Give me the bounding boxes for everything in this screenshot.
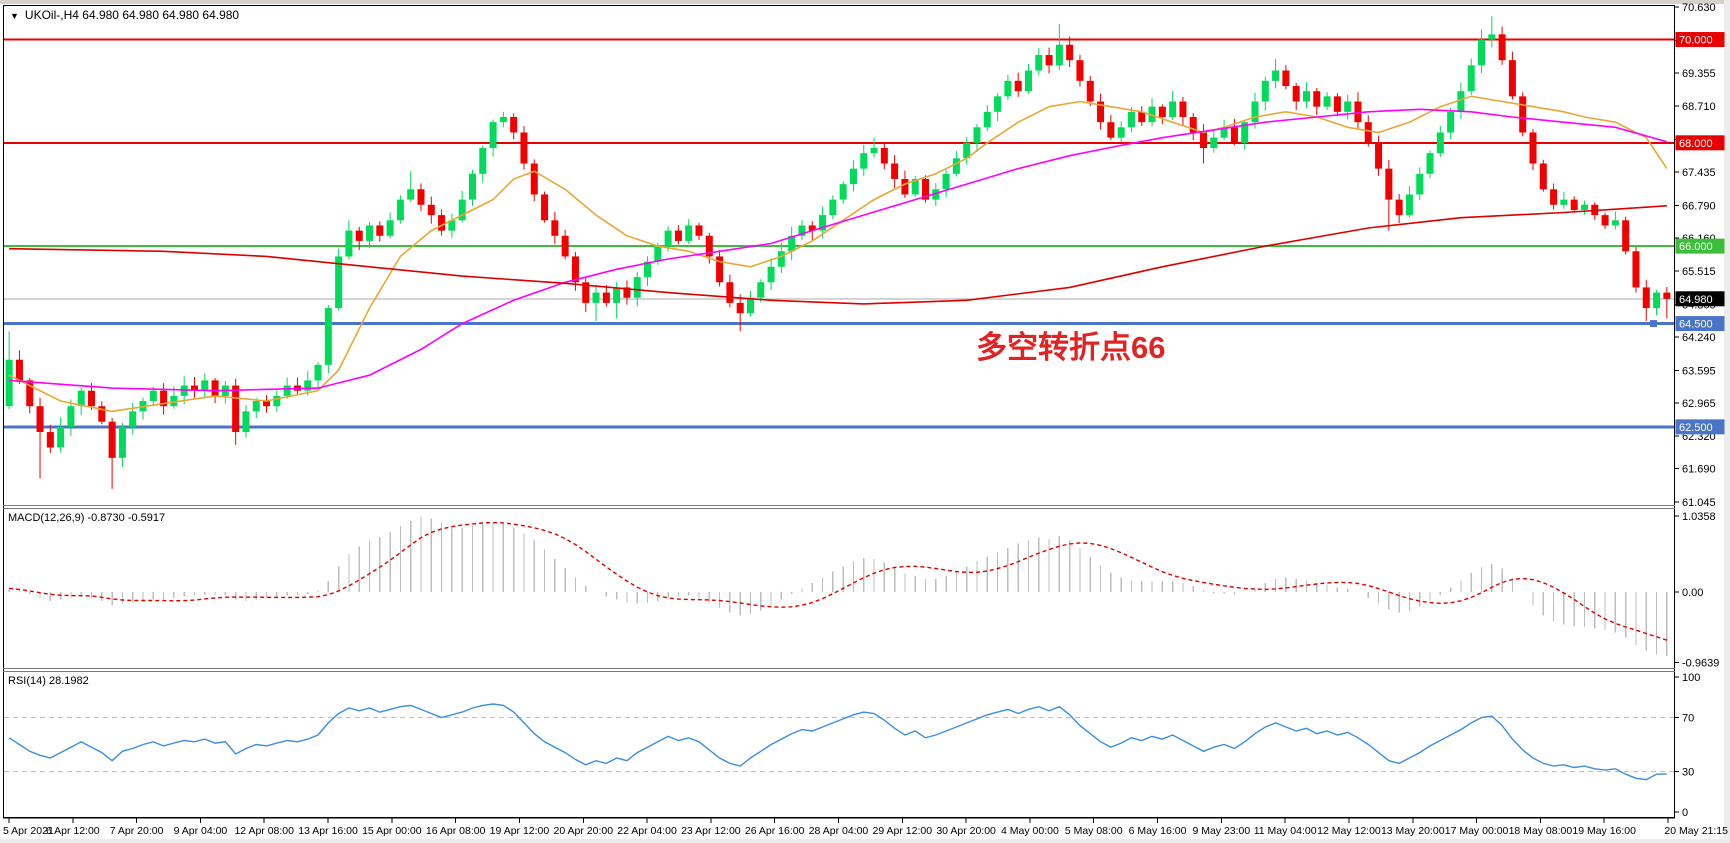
- svg-text:12 May 12:00: 12 May 12:00: [1317, 825, 1381, 837]
- svg-text:17 May 00:00: 17 May 00:00: [1445, 825, 1509, 837]
- price-label-64.500: 64.500: [1675, 316, 1725, 332]
- svg-text:30 Apr 20:00: 30 Apr 20:00: [936, 825, 996, 837]
- svg-text:9 Apr 04:00: 9 Apr 04:00: [174, 825, 228, 837]
- svg-text:66.790: 66.790: [1682, 200, 1716, 212]
- svg-text:68.710: 68.710: [1682, 101, 1716, 113]
- svg-text:26 Apr 16:00: 26 Apr 16:00: [745, 825, 805, 837]
- svg-text:4 May 00:00: 4 May 00:00: [1001, 825, 1059, 837]
- rsi-layer[interactable]: 100 70 30 0: [4, 672, 1700, 819]
- macd-layer[interactable]: 1.0358 0.00 -0.9639: [8, 511, 1719, 670]
- hline-layer: [4, 38, 1674, 429]
- price-label-70.000: 70.000: [1675, 32, 1725, 48]
- svg-text:22 Apr 04:00: 22 Apr 04:00: [617, 825, 677, 837]
- rsi-pane-title: RSI(14) 28.1982: [8, 675, 89, 687]
- svg-text:20 Apr 20:00: 20 Apr 20:00: [553, 825, 613, 837]
- price-axis[interactable]: 70.63069.98569.35568.71068.06567.43566.7…: [1674, 2, 1725, 509]
- svg-text:29 Apr 12:00: 29 Apr 12:00: [873, 825, 933, 837]
- svg-text:12 Apr 08:00: 12 Apr 08:00: [234, 825, 294, 837]
- svg-text:11 May 04:00: 11 May 04:00: [1254, 825, 1317, 837]
- svg-text:70: 70: [1682, 713, 1694, 725]
- hline-64500[interactable]: [4, 320, 1674, 328]
- macd-pane-title: MACD(12,26,9) -0.8730 -0.5917: [8, 512, 166, 524]
- svg-text:19 Apr 12:00: 19 Apr 12:00: [490, 825, 550, 837]
- svg-text:5 May 08:00: 5 May 08:00: [1065, 825, 1123, 837]
- svg-text:62.500: 62.500: [1679, 422, 1713, 434]
- price-label-68.000: 68.000: [1675, 135, 1725, 151]
- macd-signal-line: [9, 521, 1668, 641]
- ma-mid-magenta: [9, 108, 1668, 392]
- price-annotation[interactable]: 多空转折点66: [976, 330, 1166, 365]
- svg-text:23 Apr 12:00: 23 Apr 12:00: [681, 825, 741, 837]
- hline-handle[interactable]: [1650, 320, 1657, 328]
- svg-text:1.0358: 1.0358: [1682, 511, 1716, 523]
- rsi-line: [8, 703, 1667, 781]
- svg-text:19 May 16:00: 19 May 16:00: [1572, 825, 1636, 837]
- svg-text:-0.9639: -0.9639: [1682, 658, 1719, 670]
- chart-frame: [3, 5, 1675, 819]
- svg-text:15 Apr 00:00: 15 Apr 00:00: [362, 825, 422, 837]
- svg-text:20 May 21:15: 20 May 21:15: [1664, 825, 1728, 837]
- svg-text:30: 30: [1682, 767, 1694, 779]
- price-label-64.980: 64.980: [1675, 291, 1725, 307]
- ma-slow-red: [9, 205, 1667, 305]
- ohlc-values: 64.980 64.980 64.980 64.980: [82, 8, 240, 22]
- svg-text:69.355: 69.355: [1682, 68, 1716, 80]
- svg-text:6 May 16:00: 6 May 16:00: [1129, 825, 1187, 837]
- svg-text:7 Apr 20:00: 7 Apr 20:00: [110, 825, 164, 837]
- chevron-down-icon[interactable]: ▼: [10, 11, 19, 21]
- svg-text:9 May 23:00: 9 May 23:00: [1192, 825, 1250, 837]
- candles-layer[interactable]: [5, 16, 1671, 489]
- svg-text:61.690: 61.690: [1682, 464, 1716, 476]
- svg-text:18 May 08:00: 18 May 08:00: [1509, 825, 1573, 837]
- svg-text:64.240: 64.240: [1682, 332, 1716, 344]
- svg-text:70.630: 70.630: [1682, 2, 1716, 14]
- svg-text:6 Apr 12:00: 6 Apr 12:00: [46, 825, 100, 837]
- symbol-timeframe-label: UKOil-,H4: [24, 8, 79, 22]
- svg-text:64.500: 64.500: [1679, 319, 1713, 331]
- price-label-62.500: 62.500: [1675, 419, 1725, 435]
- symbol-header: ▼ UKOil-,H4 64.980 64.980 64.980 64.980: [10, 8, 239, 22]
- svg-text:13 Apr 16:00: 13 Apr 16:00: [298, 825, 358, 837]
- pane-separators[interactable]: [3, 505, 1675, 672]
- svg-text:68.000: 68.000: [1679, 138, 1713, 150]
- svg-text:64.980: 64.980: [1679, 294, 1713, 306]
- svg-text:16 Apr 08:00: 16 Apr 08:00: [426, 825, 486, 837]
- svg-text:62.965: 62.965: [1682, 398, 1716, 410]
- svg-text:63.595: 63.595: [1682, 365, 1716, 377]
- svg-text:0: 0: [1682, 807, 1688, 819]
- svg-text:61.045: 61.045: [1682, 497, 1716, 509]
- svg-text:100: 100: [1682, 672, 1700, 684]
- svg-text:65.515: 65.515: [1682, 266, 1716, 278]
- svg-text:28 Apr 04:00: 28 Apr 04:00: [809, 825, 869, 837]
- svg-text:5 Apr 2021: 5 Apr 2021: [3, 825, 54, 837]
- ma-fast-orange: [8, 95, 1668, 413]
- svg-text:67.435: 67.435: [1682, 167, 1716, 179]
- svg-text:0.00: 0.00: [1682, 587, 1703, 599]
- svg-text:70.000: 70.000: [1679, 35, 1713, 47]
- price-label-66.000: 66.000: [1675, 238, 1725, 254]
- moving-averages-layer: [8, 95, 1668, 413]
- svg-text:13 May 20:00: 13 May 20:00: [1381, 825, 1445, 837]
- svg-text:66.000: 66.000: [1679, 241, 1713, 253]
